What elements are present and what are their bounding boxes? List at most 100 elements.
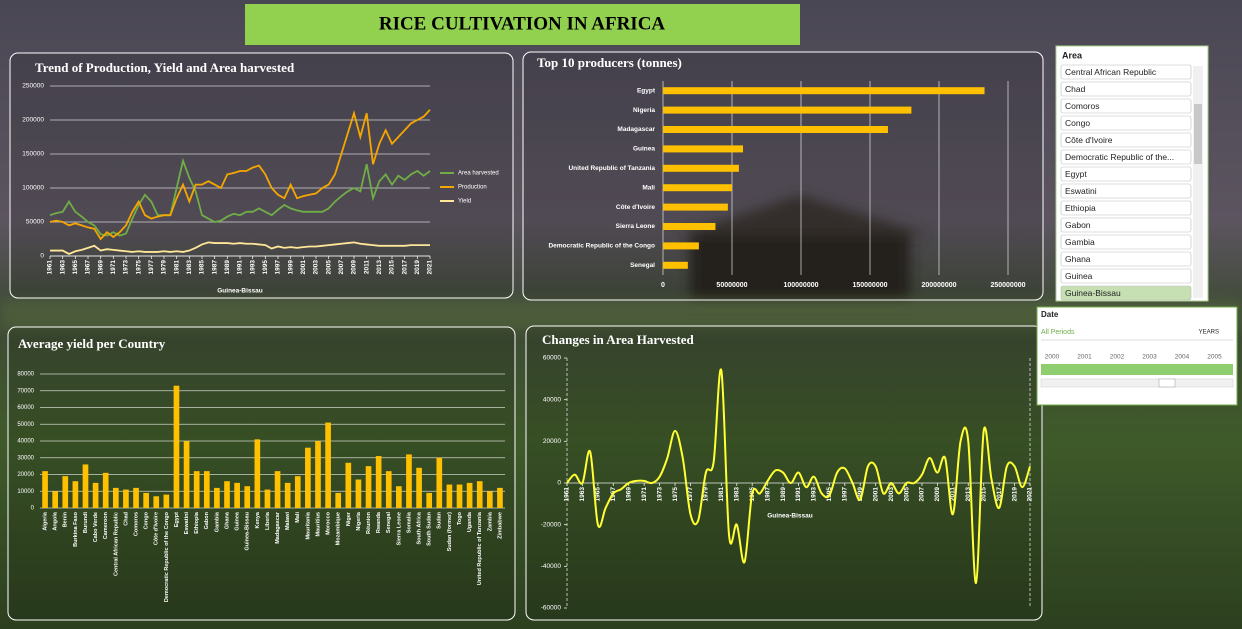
x-tick-label: 1987 — [211, 260, 218, 275]
y-tick-label: Nigeria — [633, 107, 655, 114]
slicer-item-label[interactable]: Guinea-Bissau — [1065, 288, 1121, 298]
bar — [663, 261, 688, 269]
x-tick-label: 1985 — [199, 260, 206, 275]
x-tick-label: Egypt — [174, 512, 180, 527]
panel — [9, 52, 514, 299]
period-label[interactable]: All Periods — [1041, 329, 1075, 336]
title-banner — [245, 4, 800, 45]
x-tick-label: 1973 — [656, 487, 663, 502]
slicer-item-label[interactable]: Guinea — [1065, 271, 1093, 281]
y-tick-label: -40000 — [541, 563, 562, 570]
slicer-item-label[interactable]: Côte d'Ivoire — [1065, 135, 1113, 145]
x-tick-label: Mauritania — [305, 511, 311, 539]
slicer-item[interactable] — [1060, 166, 1192, 182]
slicer-item[interactable] — [1060, 64, 1192, 80]
x-tick-label: 2011 — [363, 260, 370, 274]
slicer-item-label[interactable]: Central African Republic — [1065, 67, 1157, 77]
bar — [466, 482, 473, 508]
timeline-year[interactable]: 2001 — [1077, 354, 1092, 361]
bar — [284, 482, 291, 508]
slicer-item[interactable] — [1060, 268, 1192, 284]
x-tick-label: 1997 — [275, 260, 282, 275]
timeline-year[interactable]: 2000 — [1045, 354, 1060, 361]
x-tick-label: Rwanda — [376, 511, 382, 533]
x-tick-label: 1983 — [186, 260, 193, 275]
x-tick-label: Cabo Verde — [93, 512, 99, 542]
timeline-thumb[interactable] — [1158, 378, 1176, 388]
x-tick-label: 1961 — [564, 487, 571, 502]
x-tick-label: Kenya — [255, 511, 261, 528]
period-unit[interactable]: YEARS — [1199, 330, 1219, 336]
slicer-item-label[interactable]: Congo — [1065, 118, 1090, 128]
x-tick-label: 1989 — [224, 260, 231, 275]
y-tick-label: Democratic Republic of the Congo — [548, 243, 655, 250]
x-tick-label: 1979 — [161, 260, 168, 275]
slicer-item[interactable] — [1060, 115, 1192, 131]
slicer-item[interactable] — [1060, 98, 1192, 114]
x-tick-label: 2017 — [401, 260, 408, 275]
slicer-item-label[interactable]: Gambia — [1065, 237, 1095, 247]
bar — [123, 489, 129, 508]
x-tick-label: 1983 — [733, 487, 740, 502]
bar — [315, 441, 321, 508]
bar — [193, 471, 200, 508]
slicer-item-label[interactable]: Egypt — [1065, 169, 1087, 179]
slicer-item-label[interactable]: Ghana — [1065, 254, 1091, 264]
x-tick-label: 1993 — [249, 260, 256, 275]
x-tick-label: 1993 — [811, 487, 818, 502]
timeline-year[interactable]: 2002 — [1110, 354, 1125, 361]
slicer-item-label[interactable]: Eswatini — [1065, 186, 1097, 196]
y-tick-label: Guinea — [633, 146, 655, 153]
slicer-item[interactable] — [1060, 217, 1192, 233]
y-tick-label: 30000 — [17, 455, 34, 461]
x-tick-label: Burkina Faso — [73, 511, 79, 546]
x-tick-label: Algeria — [43, 511, 49, 531]
slicer-item[interactable] — [1060, 251, 1192, 267]
slicer-scroll-thumb[interactable] — [1194, 104, 1202, 164]
timeline-scroll[interactable] — [1040, 378, 1234, 388]
slicer-item[interactable] — [1060, 234, 1192, 250]
slicer-item-label[interactable]: Democratic Republic of the... — [1065, 152, 1174, 162]
slicer-item-label[interactable]: Ethiopia — [1065, 203, 1096, 213]
x-tick-label: Niger — [346, 511, 352, 526]
bar — [62, 476, 69, 508]
timeline-bar[interactable] — [1041, 364, 1233, 375]
x-tick-label: 1999 — [857, 487, 864, 502]
x-tick-label: 2009 — [351, 260, 358, 275]
x-tick-label: Angola — [53, 511, 59, 531]
slicer-item[interactable] — [1060, 200, 1192, 216]
x-tick-label: United Republic of Tanzania — [477, 511, 483, 585]
x-tick-label: 1975 — [672, 487, 679, 502]
slicer-item[interactable] — [1060, 132, 1192, 148]
y-tick-label: 0 — [31, 506, 35, 512]
x-tick-label: Liberia — [265, 511, 271, 530]
slicer-item[interactable] — [1060, 183, 1192, 199]
bar — [487, 491, 493, 508]
slicer-item-label[interactable]: Chad — [1065, 84, 1086, 94]
x-tick-label: 1981 — [718, 487, 725, 502]
x-tick-label: 1969 — [97, 260, 104, 275]
series-line — [566, 368, 1031, 585]
x-tick-label: 2009 — [934, 487, 941, 502]
slicer-item-label[interactable]: Comoros — [1065, 101, 1099, 111]
y-tick-label: 20000 — [17, 472, 34, 478]
chart-title: Average yield per Country — [18, 336, 166, 351]
timeline-year[interactable]: 2005 — [1207, 354, 1222, 361]
y-tick-label: 0 — [40, 253, 44, 260]
timeline-year[interactable]: 2003 — [1142, 354, 1157, 361]
y-tick-label: 150000 — [22, 151, 44, 158]
slicer-item-label[interactable]: Gabon — [1065, 220, 1091, 230]
x-tick-label: Zimbabwe — [497, 512, 503, 539]
timeline-year[interactable]: 2004 — [1175, 354, 1190, 361]
x-tick-label: 2019 — [414, 260, 421, 275]
x-tick-label: Réunion — [366, 511, 372, 534]
bar — [153, 496, 160, 508]
slicer-item[interactable] — [1060, 285, 1192, 301]
slicer-item[interactable] — [1060, 149, 1192, 165]
bar — [406, 454, 412, 508]
bar — [183, 441, 190, 508]
x-tick-label: 2003 — [888, 487, 895, 502]
x-tick-label: 1977 — [687, 487, 694, 502]
x-tick-label: Senegal — [386, 512, 392, 534]
slicer-item[interactable] — [1060, 81, 1192, 97]
